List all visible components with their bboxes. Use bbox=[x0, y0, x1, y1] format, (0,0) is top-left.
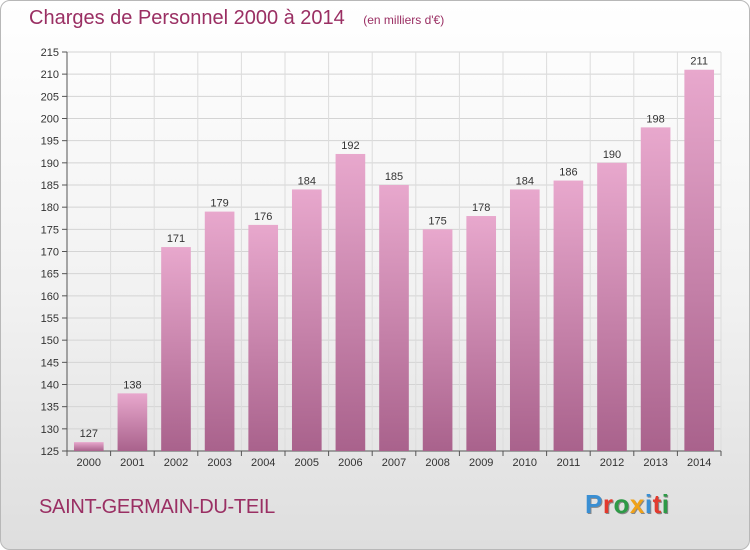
logo-letter: o bbox=[613, 489, 630, 519]
logo-letter: i bbox=[661, 489, 670, 519]
bar bbox=[291, 189, 322, 451]
y-tick-label: 165 bbox=[41, 269, 59, 281]
y-tick-label: 170 bbox=[41, 247, 59, 259]
y-tick-label: 200 bbox=[41, 114, 59, 126]
y-tick-label: 210 bbox=[41, 69, 59, 81]
y-tick-label: 185 bbox=[41, 180, 59, 192]
bar bbox=[597, 162, 627, 452]
bar-value-label: 138 bbox=[123, 379, 141, 391]
bar bbox=[161, 247, 191, 451]
y-tick-label: 215 bbox=[41, 47, 59, 59]
bar bbox=[117, 393, 148, 451]
bar-value-label: 186 bbox=[559, 167, 577, 179]
x-tick-label: 2006 bbox=[338, 457, 362, 469]
bars bbox=[73, 69, 715, 452]
y-tick-label: 155 bbox=[41, 313, 59, 325]
y-tick-label: 135 bbox=[41, 402, 59, 414]
bar-value-label: 192 bbox=[341, 140, 359, 152]
x-tick-label: 2009 bbox=[469, 457, 493, 469]
bar-value-label: 185 bbox=[385, 171, 403, 183]
bar bbox=[248, 224, 279, 451]
x-tick-label: 2002 bbox=[164, 457, 188, 469]
y-tick-label: 160 bbox=[41, 291, 59, 303]
bar bbox=[379, 185, 409, 451]
chart-title-unit: (en milliers d'€) bbox=[363, 13, 445, 27]
chart-title-main: Charges de Personnel 2000 à 2014 bbox=[29, 7, 345, 29]
bar bbox=[204, 211, 235, 451]
y-tick-label: 145 bbox=[41, 357, 59, 369]
x-tick-label: 2012 bbox=[600, 457, 624, 469]
bar bbox=[509, 189, 540, 451]
bar-value-label: 190 bbox=[603, 149, 621, 161]
logo-letter: i bbox=[644, 489, 653, 519]
axes: 1251301351401451501551601651701751801851… bbox=[41, 47, 722, 469]
logo-letter: x bbox=[629, 489, 645, 519]
bar bbox=[684, 69, 715, 451]
bar-value-label: 171 bbox=[167, 233, 185, 245]
y-tick-label: 125 bbox=[41, 446, 59, 458]
bar bbox=[73, 442, 104, 451]
x-tick-label: 2004 bbox=[251, 457, 275, 469]
bar-value-label: 184 bbox=[298, 175, 316, 187]
bar bbox=[553, 180, 584, 452]
chart-title: Charges de Personnel 2000 à 2014 (en mil… bbox=[29, 7, 444, 30]
x-tick-label: 2013 bbox=[643, 457, 667, 469]
y-tick-label: 205 bbox=[41, 91, 59, 103]
bar-value-label: 211 bbox=[690, 56, 708, 68]
y-tick-label: 175 bbox=[41, 224, 59, 236]
bar bbox=[466, 216, 497, 451]
value-labels: 127 138 171 179 176 184 192 185 175 178 184 186 190 1… bbox=[80, 56, 708, 440]
y-tick-label: 140 bbox=[41, 380, 59, 392]
commune-name: SAINT-GERMAIN-DU-TEIL bbox=[39, 496, 275, 518]
x-tick-label: 2014 bbox=[687, 457, 711, 469]
logo-letter: r bbox=[602, 489, 614, 519]
y-tick-label: 180 bbox=[41, 202, 59, 214]
x-tick-label: 2000 bbox=[77, 457, 101, 469]
x-tick-label: 2008 bbox=[425, 457, 449, 469]
bar-value-label: 178 bbox=[472, 202, 490, 214]
y-tick-label: 190 bbox=[41, 158, 59, 170]
bar-value-label: 127 bbox=[80, 428, 98, 440]
y-tick-label: 130 bbox=[41, 424, 59, 436]
bar-value-label: 184 bbox=[516, 175, 534, 187]
x-tick-label: 2011 bbox=[557, 457, 581, 469]
logo-letter: t bbox=[652, 489, 662, 519]
y-tick-label: 195 bbox=[41, 136, 59, 148]
bar bbox=[335, 153, 366, 451]
bar bbox=[422, 229, 453, 451]
x-tick-label: 2005 bbox=[295, 457, 319, 469]
bar-value-label: 179 bbox=[210, 198, 228, 210]
bar-value-label: 176 bbox=[254, 211, 272, 223]
x-tick-label: 2010 bbox=[513, 457, 537, 469]
x-tick-label: 2007 bbox=[382, 457, 406, 469]
logo-letter: P bbox=[585, 489, 603, 519]
proxiti-logo: Proxiti bbox=[585, 489, 669, 520]
bar-value-label: 175 bbox=[428, 215, 446, 227]
bar-value-label: 198 bbox=[646, 113, 664, 125]
x-tick-label: 2003 bbox=[207, 457, 231, 469]
bar bbox=[640, 127, 671, 451]
x-tick-label: 2001 bbox=[120, 457, 144, 469]
y-tick-label: 150 bbox=[41, 335, 59, 347]
